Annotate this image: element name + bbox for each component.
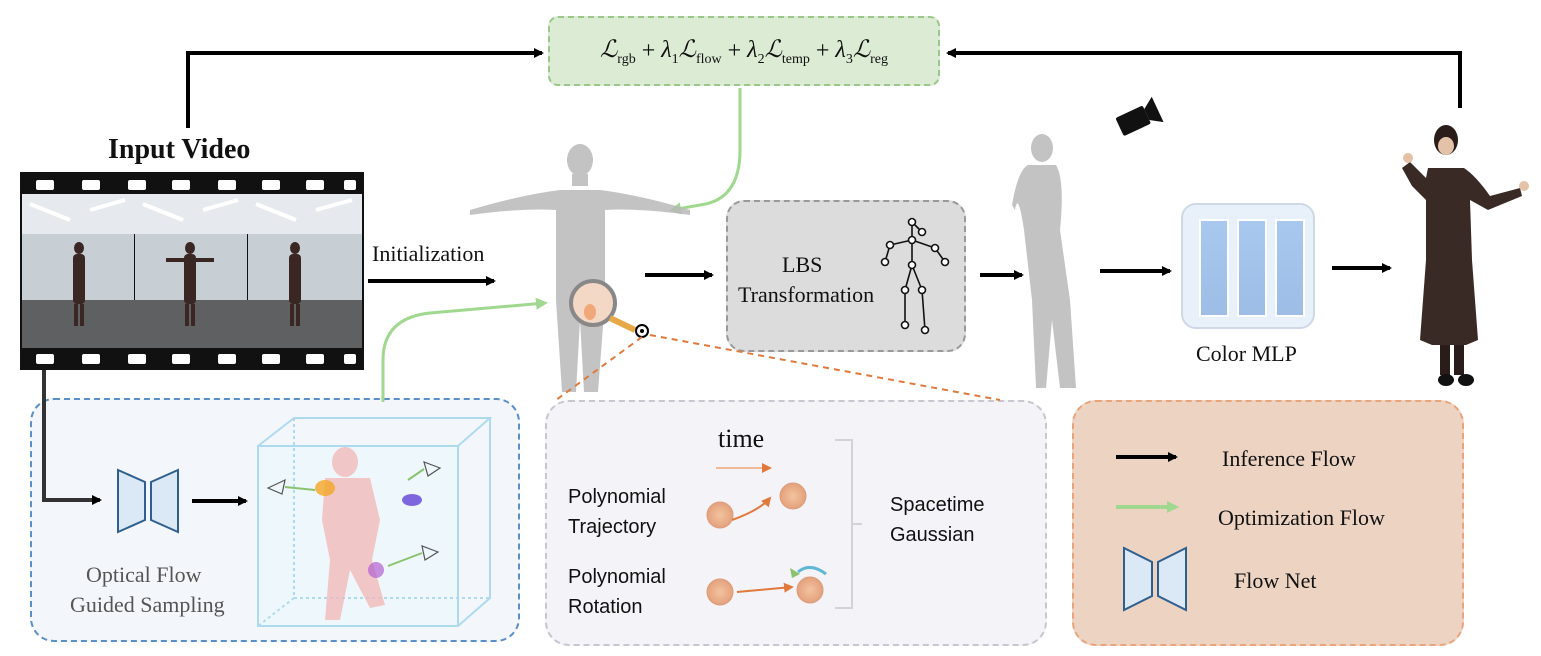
sampling-to-gaussian-green-arrow <box>381 297 548 402</box>
legend-flownet-icon <box>1123 546 1187 612</box>
poly-rot-line1: Polynomial <box>568 566 666 588</box>
rendered-human <box>1402 125 1529 386</box>
input-video-filmstrip <box>20 172 364 370</box>
lbs-line1: LBS <box>782 252 823 277</box>
poly-traj-line1: Polynomial <box>568 486 666 508</box>
optical-flow-line2: Guided Sampling <box>70 592 225 617</box>
loss-feedback-left-arrow <box>186 48 544 128</box>
color-mlp-label: Color MLP <box>1196 341 1297 366</box>
legend-optimization-label: Optimization Flow <box>1218 505 1385 530</box>
flownet-icon <box>117 468 179 534</box>
spacetime-gauss-line1: Spacetime <box>890 494 985 516</box>
gaussian-human-tpose <box>470 144 690 392</box>
gaussian-human-posed <box>1012 134 1076 388</box>
skeleton-icon <box>880 217 950 335</box>
loss-term-reg: reg <box>870 51 889 67</box>
lambda-3: 3 <box>845 51 853 67</box>
poly-traj-line2: Trajectory <box>568 516 657 538</box>
spacetime-gauss-line2: Gaussian <box>890 524 975 546</box>
loss-to-gaussian-green-arrow <box>669 88 742 215</box>
input-video-title: Input Video <box>108 134 251 165</box>
lambda-2: 2 <box>757 51 765 67</box>
lbs-line2: Transformation <box>738 282 875 307</box>
loss-term-rgb: rgb <box>617 51 636 67</box>
loss-term-temp: temp <box>781 51 810 67</box>
time-label: time <box>718 424 765 453</box>
legend-inference-label: Inference Flow <box>1222 446 1356 471</box>
brace <box>835 439 853 609</box>
optical-flow-line1: Optical Flow <box>86 562 202 587</box>
loss-term-flow: flow <box>695 51 722 67</box>
magnifier-icon <box>569 279 649 338</box>
loss-formula: ℒrgb + λ1ℒflow + λ2ℒtemp + λ3ℒreg <box>548 16 940 86</box>
loss-feedback-right-arrow <box>946 48 1462 108</box>
legend-flownet-label: Flow Net <box>1234 568 1317 593</box>
camera-icon <box>1116 96 1164 136</box>
color-mlp-block <box>1181 203 1315 329</box>
poly-rot-line2: Rotation <box>568 596 643 618</box>
lambda-1: 1 <box>671 51 679 67</box>
film-to-flownet-arrow <box>42 370 102 505</box>
initialization-label: Initialization <box>372 241 485 266</box>
